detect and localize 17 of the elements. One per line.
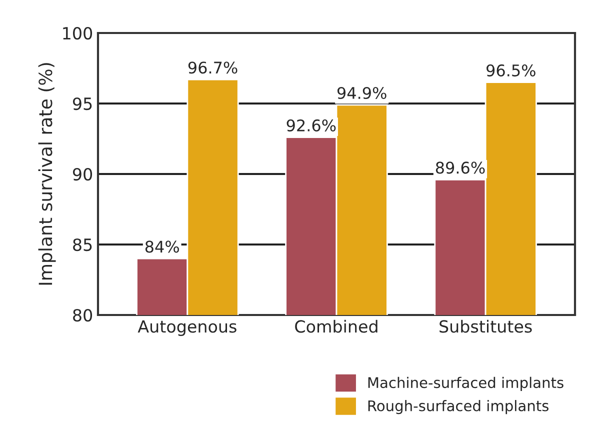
y-tick-label: 90 bbox=[72, 168, 92, 181]
data-label: 89.6% bbox=[436, 162, 485, 174]
y-axis-title: Implant survival rate (%) bbox=[38, 63, 56, 285]
legend-label: Rough-surfaced implants bbox=[368, 400, 548, 414]
x-tick-label: Autogenous bbox=[138, 320, 236, 336]
data-label: 92.6% bbox=[286, 119, 336, 132]
data-label: 94.9% bbox=[337, 86, 386, 100]
y-tick-label: 100 bbox=[63, 26, 92, 40]
data-label: 84% bbox=[145, 240, 179, 253]
data-label: 96.5% bbox=[486, 64, 536, 76]
x-tick-label: Combined bbox=[295, 320, 378, 333]
y-tick-label: 85 bbox=[73, 238, 92, 252]
y-tick-label: 80 bbox=[73, 308, 92, 322]
data-label: 96.7% bbox=[188, 62, 238, 74]
x-tick-label: Substitutes bbox=[440, 320, 532, 333]
y-tick-label: 95 bbox=[72, 97, 92, 110]
legend-label: Machine-surfaced implants bbox=[368, 376, 564, 391]
